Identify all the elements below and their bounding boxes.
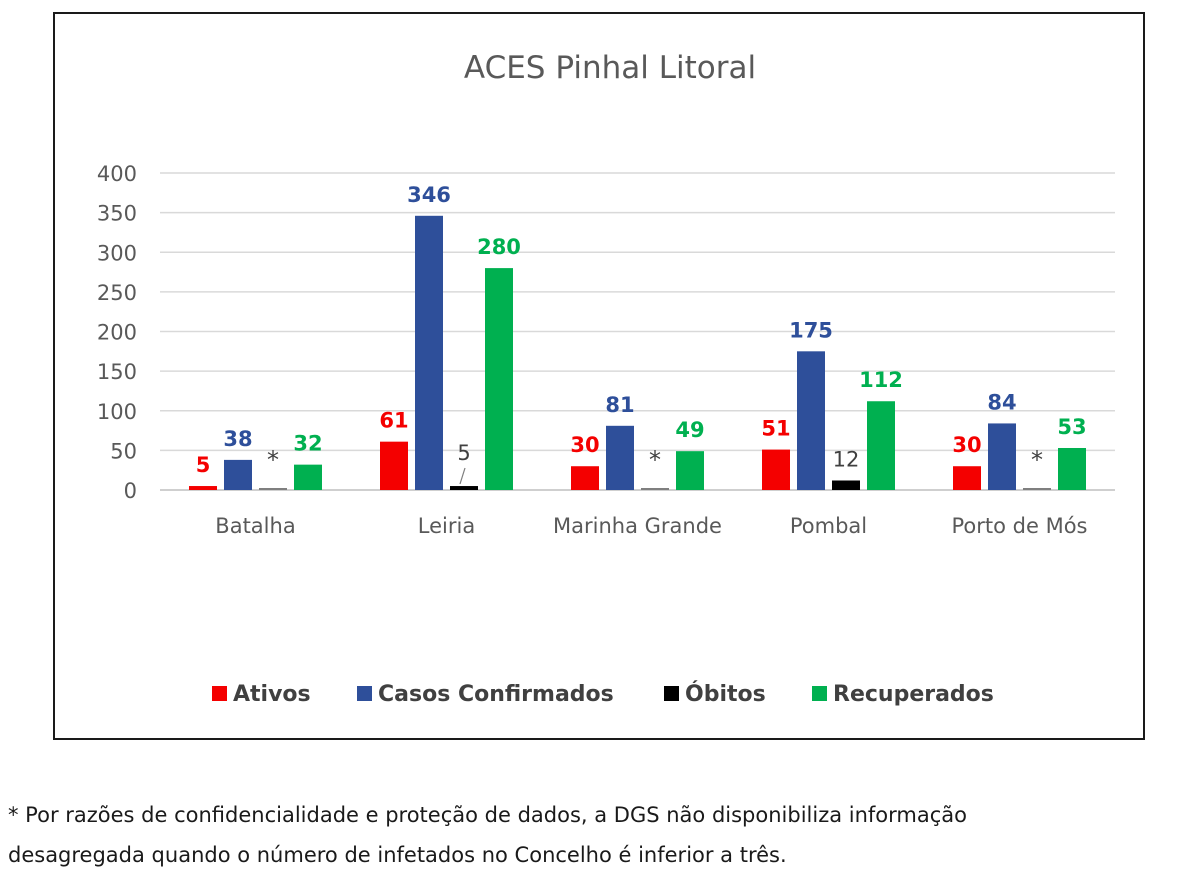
bar-2-0 [259, 488, 287, 490]
y-tick-label-100: 100 [97, 400, 137, 424]
x-tick-label-2: Marinha Grande [553, 514, 722, 538]
data-label-0-1: 61 [379, 409, 408, 433]
x-tick-label-3: Pombal [790, 514, 867, 538]
bar-1-1 [415, 215, 443, 491]
chart-title: ACES Pinhal Litoral [464, 50, 756, 86]
data-label-1-2: 81 [605, 393, 634, 417]
data-label-3-1: 280 [477, 235, 521, 259]
legend-swatch-0 [212, 686, 227, 701]
chart-frame [53, 12, 1145, 740]
data-label-2-3: 12 [833, 447, 860, 471]
bar-2-3 [832, 480, 860, 490]
legend-swatch-2 [664, 686, 679, 701]
data-label-3-3: 112 [859, 368, 903, 392]
data-label-2-1: 5 [457, 441, 470, 465]
leader-line-1 [459, 467, 466, 485]
y-tick-label-200: 200 [97, 321, 137, 345]
legend-label-2: Óbitos [685, 681, 766, 707]
bar-0-4 [953, 466, 981, 490]
data-label-2-0: * [267, 446, 279, 474]
data-label-0-0: 5 [196, 453, 211, 477]
legend-label-0: Ativos [233, 682, 311, 707]
bar-1-0 [224, 459, 252, 490]
data-label-2-4: * [1031, 446, 1043, 474]
bar-3-4 [1058, 447, 1086, 490]
data-label-2-2: * [649, 446, 661, 474]
bar-3-1 [485, 268, 513, 490]
data-label-1-4: 84 [987, 390, 1016, 414]
bar-1-2 [606, 425, 634, 490]
data-label-1-1: 346 [407, 183, 451, 207]
bar-chart: ACES Pinhal Litoral 0 50 100 150 200 250 300 350… [97, 50, 1115, 707]
data-label-0-2: 30 [570, 433, 599, 457]
footnote: * Por razões de confidencialidade e prot… [8, 795, 1193, 875]
data-label-3-0: 32 [293, 432, 322, 456]
bar-0-3 [762, 449, 790, 490]
legend-label-1: Casos Confirmados [378, 682, 614, 707]
legend-swatch-3 [812, 686, 827, 701]
legend-label-3: Recuperados [833, 682, 994, 707]
bar-3-0 [294, 464, 322, 490]
data-label-3-2: 49 [675, 418, 704, 442]
bar-2-2 [641, 488, 669, 490]
bar-0-0 [189, 486, 217, 490]
y-tick-label-300: 300 [97, 241, 137, 265]
x-tick-label-0: Batalha [215, 514, 295, 538]
bar-3-2 [676, 451, 704, 490]
data-label-1-0: 38 [223, 427, 252, 451]
y-tick-label-250: 250 [97, 281, 137, 305]
data-label-0-3: 51 [761, 417, 790, 441]
bar-2-1 [450, 486, 478, 490]
bar-3-3 [867, 401, 895, 490]
x-tick-label-1: Leiria [418, 514, 475, 538]
y-tick-label-350: 350 [97, 202, 137, 226]
bar-1-3 [797, 351, 825, 490]
y-tick-label-50: 50 [110, 439, 137, 463]
y-tick-label-150: 150 [97, 360, 137, 384]
data-label-3-4: 53 [1057, 415, 1086, 439]
bar-0-1 [380, 441, 408, 490]
data-label-0-4: 30 [952, 433, 981, 457]
legend-swatch-1 [357, 686, 372, 701]
bar-2-4 [1023, 488, 1051, 490]
data-label-1-3: 175 [789, 318, 833, 342]
footnote-line-1: * Por razões de confidencialidade e prot… [8, 803, 968, 827]
x-tick-label-4: Porto de Mós [952, 514, 1088, 538]
y-tick-label-0: 0 [124, 479, 137, 503]
bar-0-2 [571, 466, 599, 490]
footnote-line-2: desagregada quando o número de infetados… [8, 843, 787, 867]
bar-1-4 [988, 423, 1016, 490]
y-tick-label-400: 400 [97, 162, 137, 186]
